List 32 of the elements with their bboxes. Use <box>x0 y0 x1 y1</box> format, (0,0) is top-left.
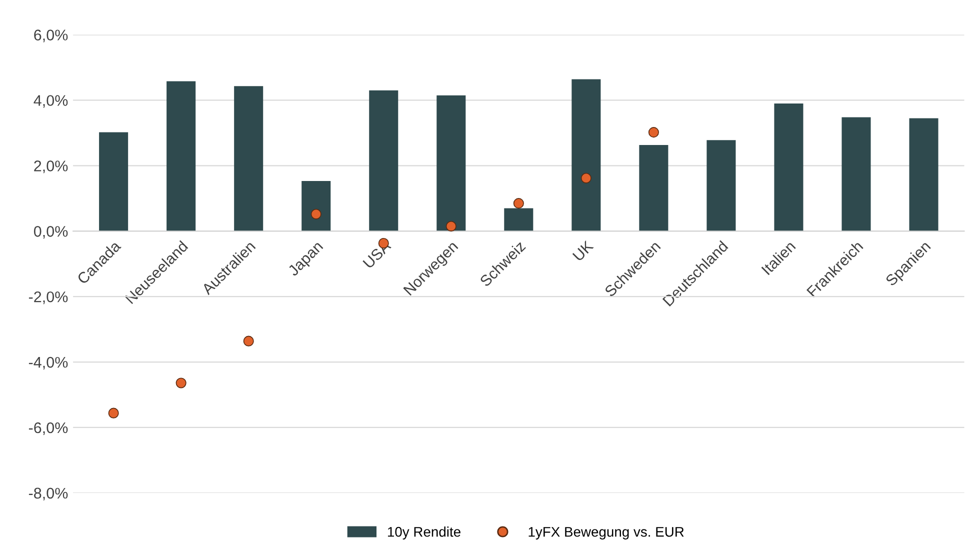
bar <box>842 117 871 232</box>
bar <box>774 104 804 232</box>
point <box>513 198 524 209</box>
point <box>446 220 456 232</box>
y-tick-label: -6,0% <box>28 422 68 435</box>
bar <box>706 140 736 232</box>
point <box>176 378 186 388</box>
bar <box>504 208 534 232</box>
bar <box>302 181 331 232</box>
bar <box>369 90 398 232</box>
bar <box>572 79 601 232</box>
bar <box>639 145 668 232</box>
bar <box>166 81 196 232</box>
bar <box>99 132 128 232</box>
y-tick-label: 6,0% <box>34 30 68 42</box>
bar <box>436 95 466 232</box>
y-tick-label: 2,0% <box>34 160 68 174</box>
y-tick-label: 4,0% <box>34 95 68 108</box>
point <box>580 172 592 184</box>
y-tick-label: -2,0% <box>28 291 68 304</box>
point <box>108 408 119 418</box>
y-tick-label: 0,0% <box>34 226 68 239</box>
point <box>243 336 254 346</box>
y-tick-label: -8,0% <box>28 488 68 500</box>
point <box>648 127 659 138</box>
point <box>310 208 322 220</box>
bar <box>909 118 938 232</box>
bar <box>234 86 264 232</box>
legend-label: 10y Rendite <box>388 526 460 540</box>
y-tick-label: -4,0% <box>28 356 68 370</box>
legend-label: 1yFX Bewegung vs. EUR <box>528 527 684 540</box>
x-tick-label: UK <box>572 240 594 262</box>
